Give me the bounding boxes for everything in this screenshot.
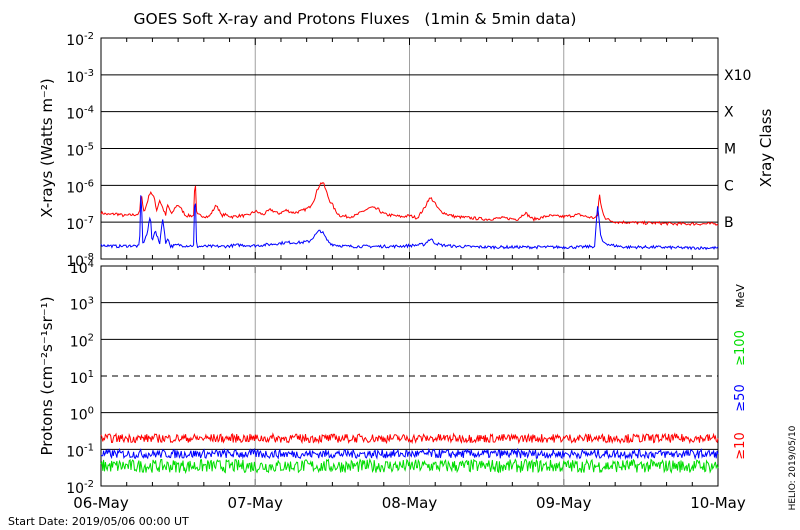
x-tick-label: 08-May (382, 494, 438, 512)
proton-y-tick-label: 101 (70, 369, 94, 387)
proton-series-green (100, 457, 719, 475)
xray-class-b: B (724, 215, 734, 231)
xray-series-blue (100, 195, 719, 251)
xray-y-tick-label: 10-7 (66, 215, 94, 233)
proton-ylabel: Protons (cm⁻²s⁻¹sr⁻¹) (38, 296, 56, 455)
credit-label: HELIO: 2019/05/10 (788, 425, 798, 510)
xray-class-x10: X10 (724, 68, 751, 84)
xray-y-tick-label: 10-4 (66, 105, 94, 123)
xray-ylabel: X-rays (Watts m⁻²) (38, 78, 56, 217)
time-axis: 06-May 07-May 08-May 09-May 10-May (73, 494, 746, 512)
xray-series-red (100, 181, 719, 227)
proton-y-tick-label: 10-2 (66, 479, 94, 497)
xray-y-tick-label: 10-3 (66, 68, 94, 86)
xray-y-tick-label: 10-2 (66, 31, 94, 49)
proton-y-tick-label: 103 (70, 296, 94, 314)
proton-y-tick-label: 102 (70, 332, 94, 350)
xray-y-tick-label: 10-5 (66, 142, 94, 160)
proton-panel: 104 103 102 101 100 10-1 10-2 (66, 259, 719, 497)
mev-label: MeV (734, 284, 747, 308)
xray-panel: 10-2 10-3 10-4 10-5 10-6 10-7 10-8 X10 X M C B (66, 31, 751, 486)
legend-ge50: ≥50 (733, 384, 748, 411)
proton-y-tick-label: 10-1 (66, 442, 94, 460)
chart-title: GOES Soft X-ray and Protons Fluxes (1min… (134, 10, 577, 28)
x-tick-label: 07-May (227, 494, 283, 512)
legend-ge10: ≥10 (733, 432, 748, 459)
x-tick-label: 06-May (73, 494, 129, 512)
xray-class-x: X (724, 105, 734, 121)
proton-series-blue (100, 447, 719, 461)
xray-class-label: Xray Class (757, 108, 775, 187)
xray-y-tick-label: 10-6 (66, 178, 94, 196)
x-tick-label: 09-May (536, 494, 592, 512)
proton-y-tick-label: 100 (70, 406, 94, 424)
proton-y-tick-label: 104 (70, 259, 94, 277)
xray-y-tick-label: 10-8 (66, 252, 94, 270)
xray-class-m: M (724, 142, 736, 158)
xray-class-c: C (724, 178, 734, 194)
proton-series-red (100, 432, 719, 445)
x-tick-label: 10-May (690, 494, 746, 512)
legend-ge100: ≥100 (733, 330, 748, 366)
start-date: Start Date: 2019/05/06 00:00 UT (8, 515, 189, 528)
